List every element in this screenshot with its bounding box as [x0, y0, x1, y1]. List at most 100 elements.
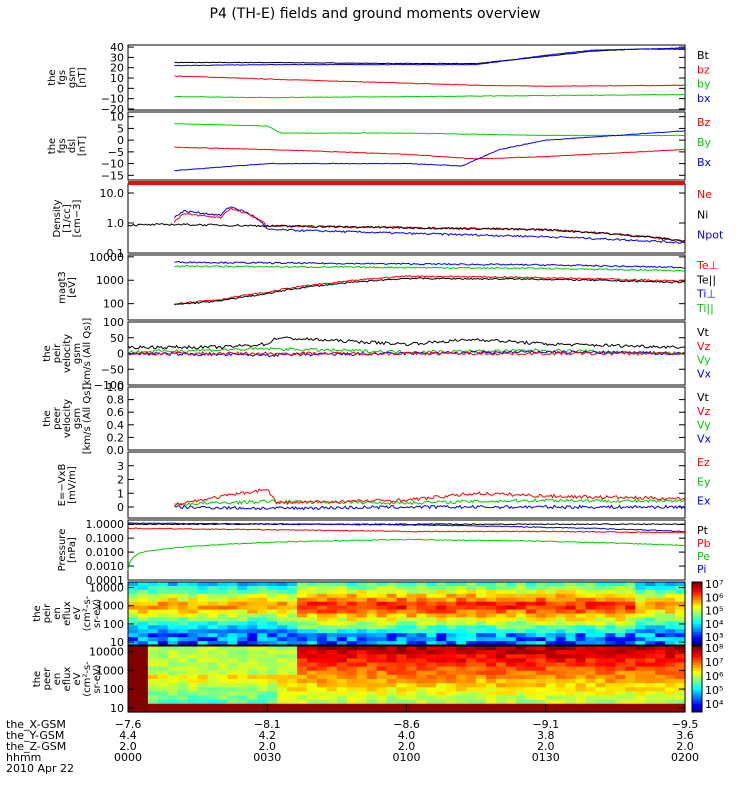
heatmap-cell [525, 629, 537, 634]
heatmap-cell [147, 699, 159, 705]
heatmap-cell [505, 687, 517, 692]
heatmap-cell [635, 609, 646, 615]
ytick-label: 0.1 [107, 247, 125, 260]
heatmap-cell [177, 597, 189, 603]
heatmap-cell [137, 650, 149, 655]
heatmap-cell [595, 585, 607, 591]
ytick-label: 50 [110, 332, 124, 345]
heatmap-cell [615, 687, 626, 692]
heatmap-cell [137, 613, 149, 619]
heatmap-cell [187, 637, 199, 642]
heatmap-cell [625, 641, 636, 646]
heatmap-cell [257, 703, 268, 709]
heatmap-cell [615, 683, 626, 688]
heatmap-cell [316, 582, 328, 587]
ytick-label: 0.4 [107, 419, 125, 432]
heatmap-cell [147, 633, 159, 638]
heatmap-cell [197, 691, 209, 697]
heatmap-cell [297, 650, 308, 655]
heatmap-cell [167, 699, 179, 705]
heatmap-cell [307, 582, 318, 587]
heatmap-cell [257, 670, 268, 676]
heatmap-cell [137, 687, 149, 692]
heatmap-cell [525, 658, 537, 664]
heatmap-cell [446, 703, 457, 709]
heatmap-cell [167, 650, 179, 655]
heatmap-cell [615, 633, 626, 638]
heatmap-cell [366, 641, 378, 646]
heatmap-cell [326, 679, 338, 684]
xtick-label: 2.0 [119, 740, 137, 753]
heatmap-cell [386, 687, 398, 692]
heatmap-cell [655, 637, 666, 642]
heatmap-cell [137, 654, 149, 659]
heatmap-cell [157, 585, 169, 591]
heatmap-cell [307, 585, 318, 591]
heatmap-cell [555, 679, 567, 684]
heatmap-cell [237, 687, 248, 692]
heatmap-cell [237, 593, 248, 599]
ytick-label: 0.6 [107, 406, 125, 419]
heatmap-cell [177, 593, 189, 599]
heatmap-cell [137, 617, 149, 622]
heatmap-cell [675, 597, 686, 603]
heatmap-cell [525, 646, 537, 651]
heatmap-cell [326, 699, 338, 705]
heatmap-cell [426, 658, 437, 664]
heatmap-cell [376, 582, 388, 587]
heatmap-cell [396, 601, 408, 607]
heatmap-cell [505, 621, 517, 626]
heatmap-cell [645, 679, 656, 684]
heatmap-cell [635, 670, 646, 676]
heatmap-cell [396, 687, 408, 692]
legend-entry: by [697, 78, 711, 91]
heatmap-cell [655, 641, 666, 646]
heatmap-cell [625, 609, 636, 615]
heatmap-cell [167, 683, 179, 688]
heatmap-cell [217, 695, 229, 701]
heatmap-cell [356, 582, 368, 587]
series-Ti|| [174, 264, 686, 273]
heatmap-cell [585, 601, 597, 607]
ytick-label: 2 [117, 474, 124, 487]
heatmap-cell [167, 601, 179, 607]
heatmap-cell [187, 605, 199, 611]
heatmap-cell [436, 585, 447, 591]
heatmap-cell [406, 707, 418, 713]
heatmap-cell [197, 654, 209, 659]
ytick-label: 0.2 [107, 431, 125, 444]
heatmap-cell [177, 605, 189, 611]
heatmap-cell [187, 674, 199, 680]
colorbar-cell [692, 631, 702, 635]
heatmap-cell [287, 654, 298, 659]
heatmap-cell [346, 658, 358, 664]
heatmap-cell [625, 662, 636, 668]
heatmap-cell [645, 625, 656, 630]
heatmap-cell [336, 654, 348, 659]
heatmap-cell [177, 666, 189, 672]
heatmap-cell [237, 646, 248, 651]
heatmap-cell [187, 585, 199, 591]
xtick-label: 3.8 [537, 729, 555, 742]
heatmap-cell [555, 691, 567, 697]
heatmap-cell [227, 646, 239, 651]
xaxis-row-label: the_Y-GSM [6, 729, 64, 742]
heatmap-cell [515, 646, 527, 651]
heatmap-cell [466, 582, 477, 587]
heatmap-cell [665, 658, 676, 664]
heatmap-cell [496, 674, 507, 680]
heatmap-cell [416, 662, 427, 668]
heatmap-cell [655, 633, 666, 638]
heatmap-cell [386, 691, 398, 697]
heatmap-cell [446, 674, 457, 680]
heatmap-cell [585, 609, 597, 615]
heatmap-cell [486, 674, 497, 680]
heatmap-cell [446, 695, 457, 701]
legend-entry: Bz [697, 116, 711, 129]
heatmap-cell [307, 654, 318, 659]
heatmap-cell [177, 613, 189, 619]
heatmap-cell [545, 597, 557, 603]
heatmap-cell [565, 609, 577, 615]
heatmap-cell [446, 629, 457, 634]
